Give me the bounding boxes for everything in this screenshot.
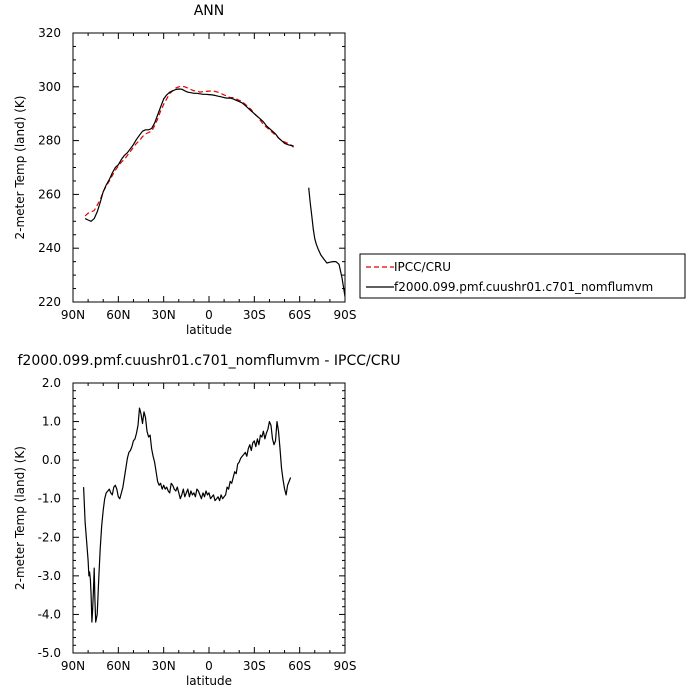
plot-frame — [72, 32, 346, 303]
x-tick-label: 60N — [106, 308, 130, 322]
x-tick-label: 30S — [243, 659, 266, 673]
y-tick-label: 240 — [38, 241, 61, 255]
y-axis-label: 2-meter Temp (land) (K) — [13, 96, 27, 240]
legend: IPCC/CRU f2000.099.pmf.cuushr01.c701_nomf… — [359, 253, 686, 299]
legend-box — [359, 253, 686, 299]
x-tick-label: 30N — [152, 659, 176, 673]
x-tick-label: 30N — [152, 308, 176, 322]
y-tick-label: 220 — [38, 295, 61, 309]
chart-panel-1: 90N 60N 30N 0 30S 60S 90S 220 240 260 280 300 320 lat… — [13, 3, 686, 337]
x-tick-label: 90N — [61, 659, 85, 673]
y-tick-label: 2.0 — [42, 376, 61, 390]
plot-frame — [72, 382, 346, 654]
x-tick-label: 90N — [61, 308, 85, 322]
y-tick-label: 1.0 — [42, 415, 61, 429]
y-tick-label: 320 — [38, 26, 61, 40]
x-tick-label: 0 — [205, 659, 213, 673]
x-tick-label: 60S — [288, 308, 311, 322]
x-tick-label: 60N — [106, 659, 130, 673]
chart-panel-2: 90N 60N 30N 0 30S 60S 90S 2.0 1.0 0.0 -1.0 -2.0 -3.0… — [13, 353, 400, 688]
legend-label: IPCC/CRU — [394, 260, 451, 274]
legend-label: f2000.099.pmf.cuushr01.c701_nomflumvm — [394, 280, 653, 294]
series-line-2-seg-2 — [308, 187, 345, 297]
series-line-2-seg-1 — [84, 88, 294, 222]
x-axis-label: latitude — [186, 674, 232, 688]
y-tick-label: 260 — [38, 187, 61, 201]
x-tick-label: 90S — [334, 659, 357, 673]
chart-title: ANN — [194, 3, 225, 19]
y-tick-label: -4.0 — [38, 607, 61, 621]
x-tick-label: 0 — [205, 308, 213, 322]
series-line-1 — [83, 407, 292, 623]
x-tick-label: 90S — [334, 308, 357, 322]
y-tick-label: -3.0 — [38, 569, 61, 583]
chart-title: f2000.099.pmf.cuushr01.c701_nomflumvm - … — [18, 353, 401, 369]
series-line-1 — [84, 85, 295, 217]
x-tick-label: 60S — [288, 659, 311, 673]
y-tick-label: 280 — [38, 134, 61, 148]
y-tick-label: 0.0 — [42, 453, 61, 467]
y-tick-label: -2.0 — [38, 530, 61, 544]
y-tick-label: 300 — [38, 80, 61, 94]
y-tick-label: -1.0 — [38, 492, 61, 506]
x-axis-label: latitude — [186, 323, 232, 337]
y-tick-label: -5.0 — [38, 646, 61, 660]
x-tick-label: 30S — [243, 308, 266, 322]
y-axis-label: 2-meter Temp (land) (K) — [13, 446, 27, 590]
